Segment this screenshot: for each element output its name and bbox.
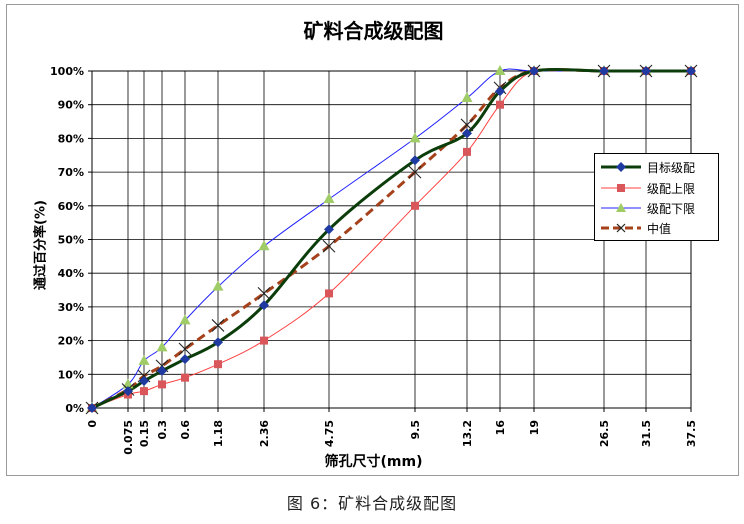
data-point-s1-8 <box>411 201 419 210</box>
x-marker-stroke <box>155 359 169 373</box>
legend-swatch-lower <box>601 203 641 212</box>
data-point-s2-3 <box>156 341 168 352</box>
data-point-s0-0 <box>87 403 97 413</box>
legend-label-target: 目标级配 <box>647 161 696 175</box>
x-tick-label: 0.15 <box>138 420 151 447</box>
data-point-s1-2 <box>140 387 148 396</box>
data-point-s3-5 <box>211 319 225 332</box>
y-tick-label: 20% <box>58 335 84 348</box>
axis-layer: 0%10%20%30%40%50%60%70%80%90%100%0 0.075 0… <box>50 65 698 455</box>
y-tick-label: 40% <box>58 267 84 280</box>
x-axis-title: 筛孔尺寸(mm) <box>324 454 423 470</box>
data-point-s0-7 <box>324 224 334 235</box>
data-point-s0-10 <box>495 86 505 97</box>
y-tick-label: 50% <box>58 234 84 247</box>
data-point-s3-3 <box>155 359 169 373</box>
chart-title: 矿料合成级配图 <box>303 19 444 43</box>
x-tick-label: 13.2 <box>461 420 474 447</box>
x-tick-label: 37.5 <box>685 420 698 447</box>
data-point-s1-6 <box>260 336 268 345</box>
y-tick-label: 10% <box>58 368 84 381</box>
data-point-s1-3 <box>158 380 166 389</box>
data-point-s0-9 <box>462 128 472 139</box>
data-point-s2-7 <box>323 193 335 204</box>
x-tick-label: 31.5 <box>640 420 653 447</box>
data-point-s2-6 <box>258 240 270 251</box>
x-tick-label: 2.36 <box>258 420 271 447</box>
x-tick-label: 0.3 <box>156 420 169 440</box>
legend-swatch-upper <box>601 184 641 192</box>
x-tick-label: 1.18 <box>212 420 225 447</box>
x-marker-stroke <box>408 165 422 179</box>
x-marker-stroke <box>460 118 474 132</box>
x-marker-stroke <box>178 342 192 356</box>
x-marker-stroke <box>322 239 336 253</box>
x-tick-label: 16 <box>494 420 507 436</box>
data-point-s3-9 <box>460 118 474 132</box>
data-point-s2-1 <box>122 378 134 389</box>
data-point-s0-5 <box>213 337 223 348</box>
data-point-s1-10 <box>496 100 504 109</box>
x-tick-label: 9.5 <box>409 420 422 440</box>
data-point-s2-4 <box>179 314 191 325</box>
legend-swatch-median <box>601 223 641 233</box>
data-point-s0-14 <box>686 66 696 76</box>
legend-item-upper: 级配上限 <box>595 178 720 198</box>
data-point-s1-9 <box>463 147 471 156</box>
chart-frame: 矿料合成级配图 通过百分率(%) 筛孔尺寸(mm) 0% 10% 20% 30% 40%… <box>6 4 739 476</box>
data-point-s0-3 <box>157 365 167 376</box>
data-point-s3-8 <box>408 165 422 179</box>
x-tick-label: 19 <box>528 420 541 435</box>
data-point-s2-2 <box>138 354 150 365</box>
data-point-s0-1 <box>123 386 133 397</box>
x-tick-label: 0.6 <box>179 420 192 440</box>
y-tick-label: 30% <box>58 301 84 314</box>
data-point-s0-11 <box>529 66 539 76</box>
data-point-s2-8 <box>409 132 421 143</box>
marker-layer <box>85 64 698 415</box>
x-marker-stroke <box>211 319 225 332</box>
data-point-s0-4 <box>180 354 190 365</box>
data-point-s1-5 <box>214 360 222 369</box>
y-tick-label: 80% <box>58 132 84 145</box>
data-point-s0-13 <box>641 66 651 76</box>
data-point-s3-7 <box>322 239 336 253</box>
data-point-s0-6 <box>259 300 269 311</box>
legend-label-median: 中值 <box>647 222 672 236</box>
figure-caption: 图 6：矿料合成级配图 <box>286 494 458 513</box>
data-point-s3-6 <box>257 287 271 300</box>
data-point-s2-5 <box>212 280 224 291</box>
data-point-s0-12 <box>599 66 609 76</box>
data-point-s2-9 <box>461 91 473 102</box>
y-tick-label: 60% <box>58 200 84 213</box>
legend-label-lower: 级配下限 <box>647 202 696 216</box>
x-tick-label: 0 <box>86 420 99 428</box>
data-point-s2-10 <box>494 65 506 75</box>
data-point-s0-2 <box>139 376 149 387</box>
legend-item-median: 中值 <box>595 218 720 238</box>
x-marker-stroke <box>137 369 151 383</box>
plot-area: 0%10%20%30%40%50%60%70%80%90%100%0 0.075 0… <box>50 64 698 455</box>
x-tick-label: 0.075 <box>122 420 135 455</box>
x-tick-label: 26.5 <box>598 420 611 447</box>
data-point-s1-4 <box>181 373 189 382</box>
data-point-s1-7 <box>325 289 333 298</box>
data-point-s3-2 <box>137 369 151 383</box>
legend: 目标级配 级配上限 级配下限 中值 <box>594 153 719 241</box>
legend-label-upper: 级配上限 <box>647 182 696 196</box>
data-point-s3-4 <box>178 342 192 356</box>
y-tick-label: 100% <box>50 65 84 78</box>
x-tick-label: 4.75 <box>323 420 336 447</box>
y-tick-label: 90% <box>58 99 84 112</box>
legend-item-target: 目标级配 <box>595 157 720 177</box>
legend-swatch-target <box>601 162 641 172</box>
data-point-s0-8 <box>410 155 420 166</box>
x-marker-stroke <box>257 287 271 300</box>
y-tick-label: 70% <box>58 166 84 179</box>
y-tick-label: 0% <box>65 402 84 415</box>
legend-item-lower: 级配下限 <box>595 198 720 218</box>
